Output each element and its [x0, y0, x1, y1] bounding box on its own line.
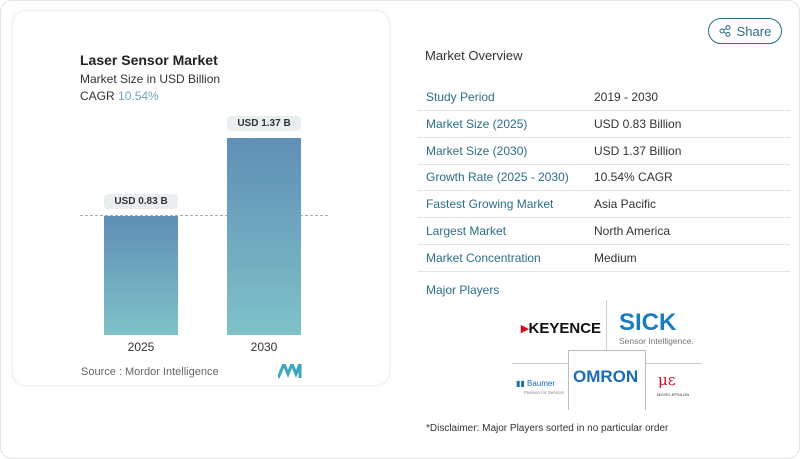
- divider: [512, 363, 568, 364]
- share-icon: [719, 25, 731, 37]
- major-players-label: Major Players: [426, 283, 500, 297]
- reference-line: [80, 215, 328, 216]
- sick-logo: SICK: [619, 309, 677, 336]
- overview-row: Fastest Growing Market Asia Pacific: [418, 191, 790, 219]
- share-button[interactable]: Share: [708, 18, 782, 44]
- omron-box: [568, 350, 646, 410]
- source-text: Source : Mordor Intelligence: [81, 366, 219, 378]
- row-value: USD 1.37 Billion: [594, 143, 682, 158]
- row-label: Market Size (2030): [426, 143, 528, 158]
- overview-row: Market Concentration Medium: [418, 245, 790, 272]
- bar-2030: [227, 138, 301, 335]
- data-label: USD 1.37 B: [227, 116, 301, 131]
- overview-row: Market Size (2025) USD 0.83 Billion: [418, 111, 790, 138]
- divider: [606, 300, 607, 350]
- row-value: 2019 - 2030: [594, 90, 659, 104]
- row-label: Market Concentration: [426, 250, 541, 265]
- micro-epsilon-text: MICRO-EPSILON: [657, 392, 690, 397]
- row-label: Fastest Growing Market: [426, 197, 554, 212]
- disclaimer: *Disclaimer: Major Players sorted in no …: [426, 423, 669, 434]
- row-label: Study Period: [426, 90, 495, 104]
- row-value: North America: [594, 224, 671, 238]
- x-tick-label: 2025: [127, 340, 155, 354]
- cagr-label: CAGR: [80, 89, 115, 103]
- bar-2025: [104, 215, 178, 335]
- row-label: Market Size (2025): [426, 116, 528, 131]
- row-value: USD 0.83 Billion: [594, 116, 682, 131]
- row-value: Asia Pacific: [594, 197, 657, 212]
- micro-epsilon-logo: με: [658, 371, 676, 389]
- row-value: 10.54% CAGR: [594, 170, 673, 185]
- share-label: Share: [736, 23, 772, 39]
- row-label: Largest Market: [426, 224, 507, 238]
- divider: [646, 363, 702, 364]
- x-tick-label: 2030: [250, 340, 278, 354]
- keyence-logo: ▸KEYENCE: [521, 320, 602, 337]
- sick-tagline: Sensor Intelligence.: [619, 336, 694, 346]
- omron-logo: OMRON: [573, 367, 639, 386]
- chart-subtitle: Market Size in USD Billion: [80, 72, 221, 86]
- row-value: Medium: [594, 250, 637, 265]
- cagr-value: 10.54%: [118, 89, 159, 103]
- baumer-tagline: Passion for Sensors: [524, 390, 565, 395]
- cagr: CAGR 10.54%: [80, 89, 159, 103]
- chart-card: [12, 10, 390, 386]
- chart-title: Laser Sensor Market: [80, 52, 218, 68]
- overview-row: Market Size (2030) USD 1.37 Billion: [418, 138, 790, 165]
- overview-row: Growth Rate (2025 - 2030) 10.54% CAGR: [418, 164, 790, 192]
- data-label: USD 0.83 B: [104, 193, 178, 209]
- overview-title: Market Overview: [425, 48, 523, 63]
- overview-row: Study Period 2019 - 2030: [418, 84, 790, 111]
- overview-row: Largest Market North America: [418, 218, 790, 245]
- row-label: Growth Rate (2025 - 2030): [426, 170, 569, 185]
- mordor-logo-icon: [278, 364, 302, 378]
- baumer-logo: ▮▮ Baumer: [516, 379, 556, 388]
